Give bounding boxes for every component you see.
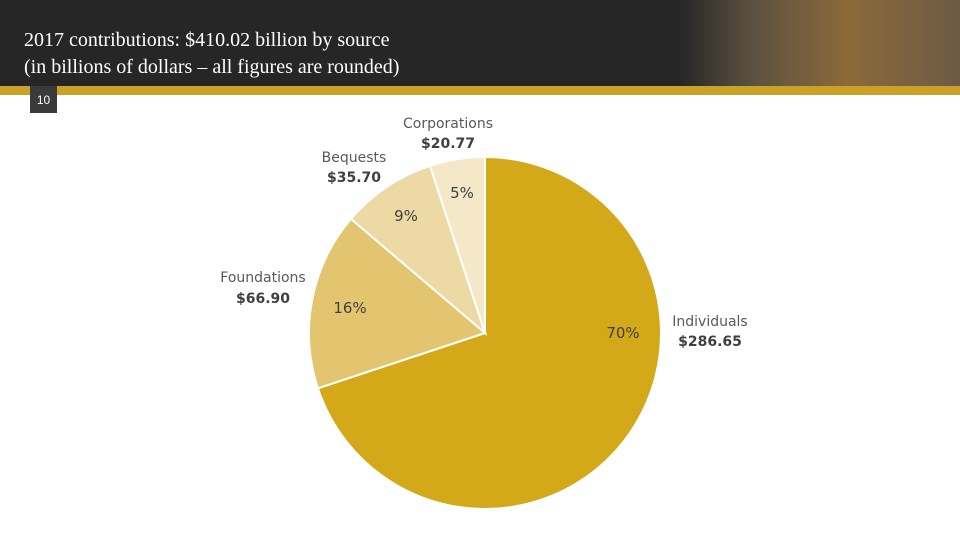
category-label: Individuals	[672, 314, 747, 330]
percent-label: 16%	[333, 299, 366, 317]
title-line: (in billions of dollars – all figures ar…	[24, 56, 399, 78]
category-label: Foundations	[220, 270, 305, 286]
percent-label: 9%	[394, 207, 418, 225]
value-label: $286.65	[678, 334, 742, 350]
value-label: $66.90	[236, 291, 290, 307]
category-label: Corporations	[403, 116, 493, 132]
slide-number-box	[30, 86, 57, 113]
percent-label: 70%	[606, 324, 639, 342]
percent-label: 5%	[450, 184, 474, 202]
pie-slice	[349, 164, 488, 337]
value-label: $35.70	[327, 170, 381, 186]
pie-slice	[308, 217, 488, 390]
pie-slice	[428, 155, 486, 334]
category-label: Bequests	[322, 150, 387, 166]
gold-stripe	[0, 86, 960, 95]
slide-number: 10	[37, 93, 51, 107]
value-label: $20.77	[421, 136, 475, 152]
title-line: 2017 contributions: $410.02 billion by s…	[24, 29, 390, 51]
header-photo	[680, 0, 960, 86]
pie-slice	[316, 155, 662, 510]
pie-chart: Individuals $286.65 70% Foundations $66.90 16…	[220, 116, 748, 510]
